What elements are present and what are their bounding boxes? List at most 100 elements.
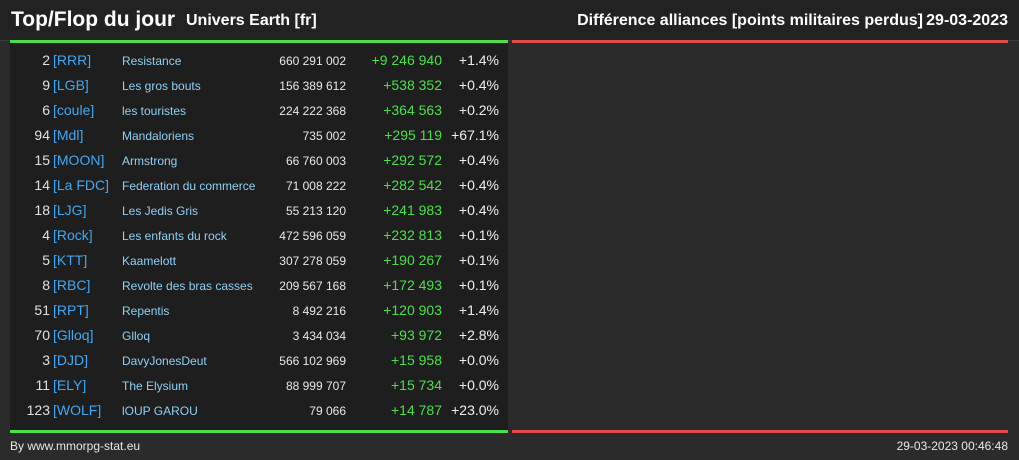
alliance-points: 209 567 168 [279, 279, 346, 293]
alliance-points: 66 760 003 [285, 154, 346, 168]
alliance-points: 660 291 002 [279, 54, 346, 68]
alliance-tag[interactable]: [Mdl] [53, 127, 84, 143]
alliance-rank: 70 [34, 327, 50, 343]
alliance-name[interactable]: DavyJonesDeut [122, 354, 207, 368]
points-difference: +9 246 940 [371, 52, 442, 68]
alliance-tag[interactable]: [ELY] [53, 377, 87, 393]
alliance-row: 94 [Mdl] Mandaloriens 735 002 +295 119 +67.1% [10, 123, 508, 148]
percent-change: +0.4% [458, 202, 499, 218]
alliance-name[interactable]: The Elysium [122, 379, 189, 393]
percent-change: +0.1% [458, 252, 499, 268]
alliance-tag[interactable]: [coule] [53, 102, 95, 118]
alliance-points: 79 066 [309, 404, 346, 418]
alliance-tag[interactable]: [KTT] [53, 252, 88, 268]
alliance-name[interactable]: lOUP GAROU [122, 404, 198, 418]
alliance-name[interactable]: Revolte des bras casses [122, 279, 253, 293]
points-difference: +93 972 [391, 327, 442, 343]
alliance-row: 6 [coule] les touristes 224 222 368 +364 563… [10, 98, 508, 123]
site-credit: By www.mmorpg-stat.eu [10, 439, 141, 453]
points-difference: +15 958 [391, 352, 442, 368]
alliance-tag[interactable]: [MOON] [53, 152, 105, 168]
alliance-row: 18 [LJG] Les Jedis Gris 55 213 120 +241 983 +… [10, 198, 508, 223]
points-difference: +172 493 [383, 277, 442, 293]
alliance-name[interactable]: les touristes [122, 104, 187, 118]
alliance-points: 224 222 368 [279, 104, 346, 118]
top-accent-bar-bottom [10, 430, 508, 433]
percent-change: +1.4% [458, 302, 499, 318]
alliance-row: 11 [ELY] The Elysium 88 999 707 +15 734 +0.0% [10, 373, 508, 398]
alliance-row: 70 [Glloq] Glloq 3 434 034 +93 972 +2.8% [10, 323, 508, 348]
points-difference: +232 813 [383, 227, 442, 243]
alliance-rank: 6 [42, 102, 50, 118]
alliance-name[interactable]: Kaamelott [122, 254, 177, 268]
alliance-rank: 5 [42, 252, 50, 268]
alliance-points: 156 389 612 [279, 79, 346, 93]
alliance-row: 9 [LGB] Les gros bouts 156 389 612 +538 352 +… [10, 73, 508, 98]
flop-list-panel [512, 43, 1008, 430]
alliance-row: 8 [RBC] Revolte des bras casses 209 567 168… [10, 273, 508, 298]
alliance-tag[interactable]: [RBC] [53, 277, 91, 293]
points-difference: +364 563 [383, 102, 442, 118]
alliance-tag[interactable]: [RRR] [53, 52, 92, 68]
alliance-points: 88 999 707 [285, 379, 346, 393]
alliance-rank: 3 [42, 352, 50, 368]
alliance-row: 2 [RRR] Resistance 660 291 002 +9 246 940 +1.… [10, 48, 508, 73]
alliance-name[interactable]: Les enfants du rock [122, 229, 227, 243]
page-title: Top/Flop du jour [11, 8, 176, 31]
header-date: 29-03-2023 [926, 12, 1008, 29]
alliance-tag[interactable]: [LJG] [53, 202, 87, 218]
alliance-row: 123 [WOLF] lOUP GAROU 79 066 +14 787 +23.0% [10, 398, 508, 423]
percent-change: +0.0% [458, 352, 499, 368]
alliance-tag[interactable]: [La FDC] [53, 177, 110, 193]
alliance-tag[interactable]: [Glloq] [53, 327, 94, 343]
flop-accent-bar-bottom [512, 430, 1008, 433]
alliance-row: 14 [La FDC] Federation du commerce 71 008 2… [10, 173, 508, 198]
alliance-name[interactable]: Federation du commerce [122, 179, 256, 193]
alliance-name[interactable]: Mandaloriens [122, 129, 195, 143]
alliance-rank: 4 [42, 227, 50, 243]
alliance-points: 8 492 216 [292, 304, 346, 318]
alliance-tag[interactable]: [LGB] [53, 77, 89, 93]
alliance-name[interactable]: Armstrong [122, 154, 178, 168]
alliance-name[interactable]: Les Jedis Gris [122, 204, 199, 218]
percent-change: +67.1% [451, 127, 499, 143]
points-difference: +292 572 [383, 152, 442, 168]
top-accent-bar [10, 40, 508, 43]
percent-change: +2.8% [458, 327, 499, 343]
percent-change: +0.4% [458, 177, 499, 193]
alliance-tag[interactable]: [RPT] [53, 302, 89, 318]
points-difference: +14 787 [391, 402, 442, 418]
percent-change: +0.1% [458, 227, 499, 243]
percent-change: +1.4% [458, 52, 499, 68]
alliance-points: 735 002 [302, 129, 346, 143]
alliance-points: 3 434 034 [292, 329, 346, 343]
alliance-tag[interactable]: [Rock] [53, 227, 93, 243]
alliance-name[interactable]: Resistance [122, 54, 182, 68]
alliance-rank: 94 [34, 127, 50, 143]
alliance-rank: 15 [34, 152, 50, 168]
alliance-row: 4 [Rock] Les enfants du rock 472 596 059 +23… [10, 223, 508, 248]
alliance-name[interactable]: Repentis [122, 304, 170, 318]
alliance-rank: 11 [35, 377, 50, 393]
alliance-tag[interactable]: [DJD] [53, 352, 88, 368]
alliance-rank: 14 [34, 177, 50, 193]
points-difference: +241 983 [383, 202, 442, 218]
percent-change: +0.4% [458, 77, 499, 93]
alliance-tag[interactable]: [WOLF] [53, 402, 102, 418]
flop-accent-bar [512, 40, 1008, 43]
ranking-type-label: Différence alliances [points militaires … [577, 12, 923, 29]
alliance-points: 472 596 059 [279, 229, 346, 243]
universe-label: Univers Earth [fr] [186, 12, 317, 29]
points-difference: +282 542 [383, 177, 442, 193]
alliance-rank: 123 [26, 402, 50, 418]
alliance-name[interactable]: Glloq [122, 329, 151, 343]
percent-change: +23.0% [451, 402, 499, 418]
alliance-rank: 51 [34, 302, 50, 318]
alliance-row: 3 [DJD] DavyJonesDeut 566 102 969 +15 958 +0.… [10, 348, 508, 373]
points-difference: +295 119 [384, 127, 442, 143]
alliance-rank: 2 [42, 52, 50, 68]
alliance-name[interactable]: Les gros bouts [122, 79, 201, 93]
alliance-points: 307 278 059 [279, 254, 346, 268]
alliance-rank: 8 [42, 277, 50, 293]
percent-change: +0.0% [458, 377, 499, 393]
